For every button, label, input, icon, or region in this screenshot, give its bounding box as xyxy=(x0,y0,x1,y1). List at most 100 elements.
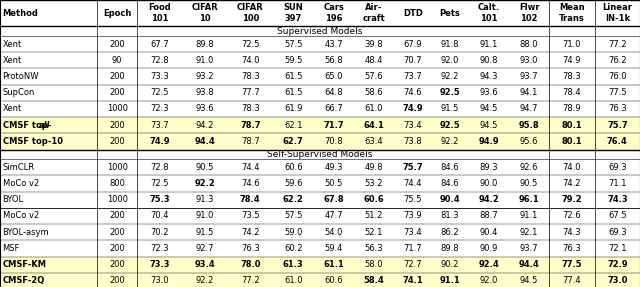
Text: 91.1: 91.1 xyxy=(479,40,498,49)
Text: 93.4: 93.4 xyxy=(195,260,215,269)
Text: all: all xyxy=(38,121,50,130)
Text: MoCo v2: MoCo v2 xyxy=(3,179,39,188)
Text: 200: 200 xyxy=(109,244,125,253)
Text: 90: 90 xyxy=(112,56,122,65)
Text: 73.7: 73.7 xyxy=(403,72,422,81)
Text: 62.2: 62.2 xyxy=(283,195,303,204)
Text: Pets: Pets xyxy=(440,9,460,18)
Text: 57.5: 57.5 xyxy=(284,40,303,49)
Text: Supervised Models: Supervised Models xyxy=(277,27,363,36)
Text: 89.8: 89.8 xyxy=(440,244,460,253)
Text: 61.5: 61.5 xyxy=(284,72,303,81)
Text: 93.2: 93.2 xyxy=(196,72,214,81)
Text: MSF: MSF xyxy=(3,244,20,253)
Text: 92.0: 92.0 xyxy=(441,56,459,65)
Text: 80.1: 80.1 xyxy=(562,121,582,130)
Text: 91.0: 91.0 xyxy=(196,212,214,220)
Text: 39.8: 39.8 xyxy=(365,40,383,49)
Text: 72.6: 72.6 xyxy=(563,212,581,220)
Text: 61.0: 61.0 xyxy=(284,276,303,285)
Text: 93.7: 93.7 xyxy=(520,72,538,81)
Text: 74.6: 74.6 xyxy=(403,88,422,97)
Text: 200: 200 xyxy=(109,40,125,49)
Text: 74.9: 74.9 xyxy=(149,137,170,146)
Text: 65.0: 65.0 xyxy=(324,72,343,81)
Text: 200: 200 xyxy=(109,121,125,130)
Text: 95.6: 95.6 xyxy=(520,137,538,146)
Text: 58.0: 58.0 xyxy=(365,260,383,269)
Text: 93.7: 93.7 xyxy=(520,244,538,253)
Text: 74.3: 74.3 xyxy=(563,228,581,237)
Text: 90.9: 90.9 xyxy=(479,244,498,253)
Text: 73.3: 73.3 xyxy=(149,260,170,269)
Text: 91.5: 91.5 xyxy=(441,104,459,113)
Text: 52.1: 52.1 xyxy=(365,228,383,237)
Text: 78.9: 78.9 xyxy=(563,104,581,113)
Text: 73.4: 73.4 xyxy=(403,121,422,130)
Text: 78.7: 78.7 xyxy=(240,121,260,130)
Text: 47.7: 47.7 xyxy=(324,212,343,220)
Text: 56.3: 56.3 xyxy=(365,244,383,253)
Text: 74.6: 74.6 xyxy=(241,179,260,188)
Text: 74.3: 74.3 xyxy=(607,195,628,204)
Text: 67.7: 67.7 xyxy=(150,40,169,49)
Text: 73.8: 73.8 xyxy=(403,137,422,146)
Text: 90.4: 90.4 xyxy=(440,195,460,204)
Text: 64.1: 64.1 xyxy=(364,121,385,130)
Text: 76.2: 76.2 xyxy=(608,56,627,65)
Text: 76.3: 76.3 xyxy=(563,244,581,253)
Text: 49.8: 49.8 xyxy=(365,163,383,172)
Bar xyxy=(0,273,640,287)
Text: 93.6: 93.6 xyxy=(196,104,214,113)
Text: 72.3: 72.3 xyxy=(150,244,169,253)
Text: 60.6: 60.6 xyxy=(284,163,303,172)
Text: 77.2: 77.2 xyxy=(608,40,627,49)
Text: 76.4: 76.4 xyxy=(607,137,628,146)
Text: 92.2: 92.2 xyxy=(441,72,459,81)
Text: 80.1: 80.1 xyxy=(562,137,582,146)
Text: 94.5: 94.5 xyxy=(479,121,498,130)
Text: 200: 200 xyxy=(109,228,125,237)
Text: 94.1: 94.1 xyxy=(520,88,538,97)
Text: 92.0: 92.0 xyxy=(479,276,498,285)
Text: 69.3: 69.3 xyxy=(608,228,627,237)
Text: 92.7: 92.7 xyxy=(196,244,214,253)
Text: SUN
397: SUN 397 xyxy=(284,3,303,23)
Text: 78.3: 78.3 xyxy=(241,104,260,113)
Text: 73.9: 73.9 xyxy=(403,212,422,220)
Text: CIFAR
100: CIFAR 100 xyxy=(237,3,264,23)
Text: 73.0: 73.0 xyxy=(607,276,628,285)
Text: 79.2: 79.2 xyxy=(562,195,582,204)
Text: 61.1: 61.1 xyxy=(323,260,344,269)
Text: 62.7: 62.7 xyxy=(283,137,303,146)
Text: Self-Supervised Models: Self-Supervised Models xyxy=(268,150,372,159)
Text: 59.5: 59.5 xyxy=(284,56,302,65)
Text: Flwr
102: Flwr 102 xyxy=(519,3,540,23)
Text: Calt.
101: Calt. 101 xyxy=(477,3,500,23)
Text: 48.4: 48.4 xyxy=(365,56,383,65)
Text: 84.6: 84.6 xyxy=(440,179,460,188)
Text: 88.7: 88.7 xyxy=(479,212,498,220)
Text: 70.2: 70.2 xyxy=(150,228,169,237)
Text: 74.4: 74.4 xyxy=(404,179,422,188)
Text: 92.5: 92.5 xyxy=(440,88,460,97)
Text: 81.3: 81.3 xyxy=(440,212,460,220)
Text: 200: 200 xyxy=(109,72,125,81)
Text: 70.4: 70.4 xyxy=(150,212,169,220)
Text: Mean
Trans: Mean Trans xyxy=(559,3,585,23)
Text: 72.5: 72.5 xyxy=(150,179,169,188)
Text: CMSF top-10: CMSF top-10 xyxy=(3,137,63,146)
Bar xyxy=(0,257,640,273)
Text: 94.4: 94.4 xyxy=(195,137,215,146)
Text: 71.0: 71.0 xyxy=(563,40,581,49)
Text: 58.6: 58.6 xyxy=(365,88,383,97)
Text: 86.2: 86.2 xyxy=(440,228,460,237)
Text: 93.0: 93.0 xyxy=(520,56,538,65)
Text: 72.8: 72.8 xyxy=(150,163,169,172)
Text: 61.0: 61.0 xyxy=(365,104,383,113)
Text: 64.8: 64.8 xyxy=(324,88,343,97)
Text: 76.0: 76.0 xyxy=(608,72,627,81)
Text: 93.6: 93.6 xyxy=(479,88,498,97)
Text: Xent: Xent xyxy=(3,56,22,65)
Text: 74.9: 74.9 xyxy=(403,104,423,113)
